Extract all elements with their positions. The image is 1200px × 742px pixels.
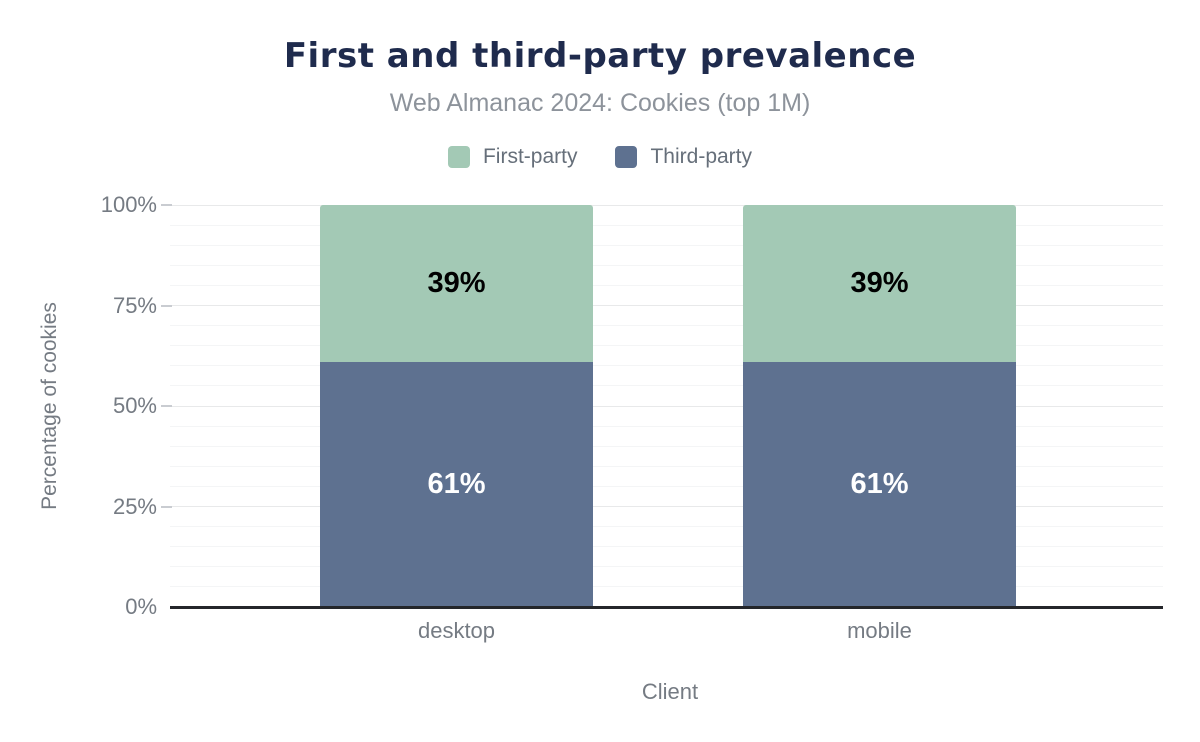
y-axis-tick-label: 75% [112,292,157,318]
gridline-major [170,204,1163,206]
y-axis-tick-label: 25% [112,493,157,519]
chart-subtitle: Web Almanac 2024: Cookies (top 1M) [389,89,811,117]
legend-swatch-first-party [447,146,470,168]
bar-mobile-third-party[interactable]: 61% [743,361,1016,607]
gridline-minor [170,546,1163,548]
bar-value-label-desktop-third-party: 61% [427,467,486,500]
gridline-minor [170,445,1163,447]
gridline-minor [170,526,1163,528]
bar-value-label-desktop-first-party: 39% [427,266,486,299]
gridline-minor [170,345,1163,347]
gridline-major [170,305,1163,306]
gridline-minor [170,385,1163,387]
y-axis-tick-label: 50% [112,393,157,418]
x-axis-line [170,606,1163,609]
legend-label-third-party: Third-party [650,145,753,168]
y-axis-tick [161,304,172,307]
gridline-minor [170,566,1163,568]
bar-desktop-third-party[interactable]: 61% [320,361,593,607]
gridline-minor [170,264,1163,266]
chart-title: First and third-party prevalence [283,36,917,76]
legend-entry-third-party: Third-party [615,145,752,169]
legend-label-first-party: First-party [482,145,578,168]
gridline-minor [170,586,1163,588]
y-axis-tick-label: 0% [125,594,157,619]
legend-swatch-third-party [615,146,638,168]
gridline-major [170,405,1163,407]
x-axis-tick-label-mobile: mobile [847,618,912,643]
gridline-minor [170,485,1163,487]
gridline-minor [170,425,1163,427]
x-axis-tick-label-desktop: desktop [417,618,496,643]
y-axis-tick [161,505,172,508]
gridline-minor [170,365,1163,367]
bar-value-label-mobile-third-party: 61% [850,467,909,500]
y-axis-tick [161,204,172,206]
bar-mobile-first-party[interactable]: 39% [743,205,1016,362]
x-axis-title: Client [641,679,699,704]
legend-entry-first-party: First-party [447,145,578,169]
y-axis-tick [161,405,172,407]
gridline-minor [170,465,1163,467]
gridline-minor [170,224,1163,226]
bar-value-label-mobile-first-party: 39% [850,266,909,299]
gridline-minor [170,244,1163,246]
gridline-minor [170,284,1163,286]
y-axis-tick-label: 100% [100,192,157,217]
legend: First-party Third-party [0,144,1200,170]
bar-desktop-first-party[interactable]: 39% [320,205,593,362]
gridline-minor [170,325,1163,327]
gridline-major [170,506,1163,507]
